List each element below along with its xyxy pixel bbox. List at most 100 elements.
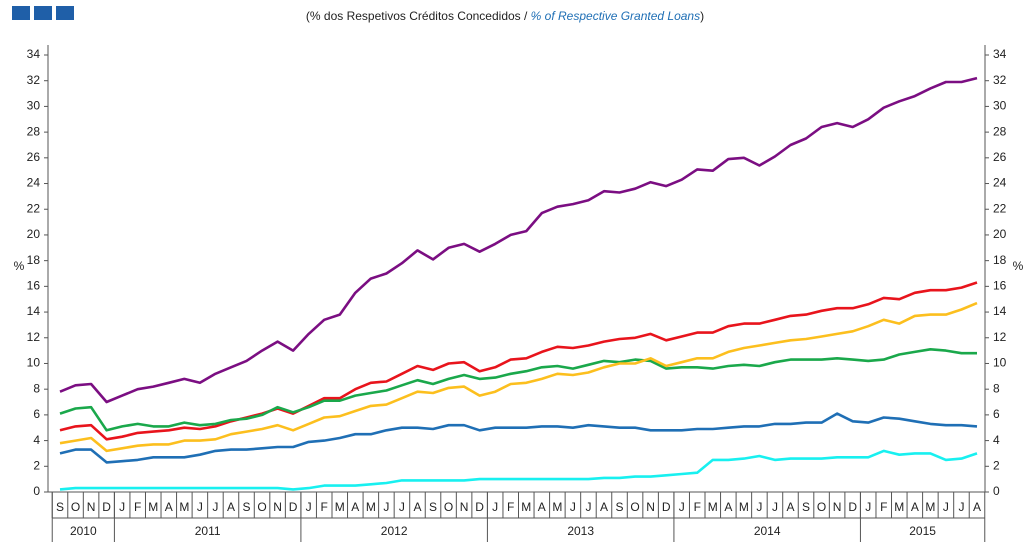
- x-tick-label: M: [552, 500, 562, 514]
- x-tick-label: J: [383, 500, 389, 514]
- y-tick-label: 12: [27, 330, 41, 344]
- x-tick-label: J: [197, 500, 203, 514]
- x-tick-label: M: [179, 500, 189, 514]
- y-tick-label: 16: [27, 279, 41, 293]
- y-tick-label: 0: [33, 484, 40, 498]
- x-tick-label: M: [894, 500, 904, 514]
- year-label: 2014: [754, 524, 781, 538]
- y2-tick-label: 12: [993, 330, 1007, 344]
- y-tick-label: 8: [33, 381, 40, 395]
- y2-tick-label: 4: [993, 433, 1000, 447]
- y-tick-label: 32: [27, 73, 41, 87]
- subtitle-close: ): [700, 9, 704, 23]
- logo-block: [56, 6, 74, 20]
- x-tick-label: J: [492, 500, 498, 514]
- series-line: [59, 412, 978, 464]
- y-tick-label: 30: [27, 99, 41, 113]
- y2-tick-label: 16: [993, 279, 1007, 293]
- x-tick-label: S: [56, 500, 64, 514]
- y-tick-label: 14: [27, 304, 41, 318]
- x-tick-label: A: [165, 500, 173, 514]
- y2-tick-label: 6: [993, 407, 1000, 421]
- x-tick-label: S: [616, 500, 624, 514]
- year-label: 2012: [381, 524, 408, 538]
- x-tick-label: A: [786, 500, 794, 514]
- series-line: [59, 76, 978, 404]
- y2-tick-label: 28: [993, 124, 1007, 138]
- x-tick-label: J: [943, 500, 949, 514]
- year-label: 2015: [909, 524, 936, 538]
- x-tick-label: F: [880, 500, 887, 514]
- subtitle-en: % of Respective Granted Loans: [531, 9, 700, 23]
- subtitle-pt: (% dos Respetivos Créditos Concedidos /: [306, 9, 528, 23]
- logo-block: [12, 6, 30, 20]
- y-tick-label: 18: [27, 253, 41, 267]
- y-tick-label: 24: [27, 176, 41, 190]
- x-tick-label: A: [227, 500, 235, 514]
- y2-tick-label: 22: [993, 201, 1007, 215]
- x-tick-label: J: [958, 500, 964, 514]
- y-tick-label: 34: [27, 47, 41, 61]
- x-tick-label: M: [925, 500, 935, 514]
- x-tick-label: O: [817, 500, 826, 514]
- series-line: [59, 301, 978, 453]
- x-tick-label: J: [212, 500, 218, 514]
- year-label: 2010: [70, 524, 97, 538]
- x-tick-label: M: [366, 500, 376, 514]
- y2-tick-label: 10: [993, 356, 1007, 370]
- x-tick-label: J: [399, 500, 405, 514]
- y2-tick-label: 26: [993, 150, 1007, 164]
- y-tick-label: 6: [33, 407, 40, 421]
- y2-tick-label: 24: [993, 176, 1007, 190]
- x-tick-label: N: [646, 500, 655, 514]
- series-line: [59, 348, 977, 432]
- x-tick-label: N: [460, 500, 469, 514]
- year-label: 2011: [195, 524, 221, 538]
- x-tick-label: A: [351, 500, 359, 514]
- x-tick-label: M: [708, 500, 718, 514]
- y2-tick-label: 20: [993, 227, 1007, 241]
- x-tick-label: J: [119, 500, 125, 514]
- y2-tick-label: 2: [993, 458, 1000, 472]
- series-line: [59, 449, 978, 491]
- x-tick-label: O: [257, 500, 266, 514]
- x-tick-label: J: [570, 500, 576, 514]
- x-tick-label: J: [772, 500, 778, 514]
- x-tick-label: F: [507, 500, 514, 514]
- x-tick-label: N: [87, 500, 96, 514]
- x-tick-label: F: [134, 500, 141, 514]
- y-tick-label: 22: [27, 201, 41, 215]
- y-tick-label: 10: [27, 356, 41, 370]
- x-tick-label: D: [289, 500, 298, 514]
- x-tick-label: M: [521, 500, 531, 514]
- x-tick-label: D: [848, 500, 857, 514]
- y2-tick-label: 30: [993, 99, 1007, 113]
- chart-subtitle: (% dos Respetivos Créditos Concedidos / …: [306, 9, 704, 23]
- y-tick-label: 2: [33, 458, 40, 472]
- series-line: [59, 281, 978, 441]
- x-tick-label: N: [833, 500, 842, 514]
- y-tick-label: 4: [33, 433, 40, 447]
- x-tick-label: A: [413, 500, 421, 514]
- y2-tick-label: 8: [993, 381, 1000, 395]
- y2-tick-label: 18: [993, 253, 1007, 267]
- logo-block: [34, 6, 52, 20]
- y2-tick-label: 34: [993, 47, 1007, 61]
- y-tick-label: 20: [27, 227, 41, 241]
- y-tick-label: 28: [27, 124, 41, 138]
- x-tick-label: S: [429, 500, 437, 514]
- x-tick-label: M: [739, 500, 749, 514]
- x-tick-label: D: [475, 500, 484, 514]
- x-tick-label: J: [585, 500, 591, 514]
- y-axis-label: %: [14, 259, 25, 273]
- y-tick-label: 26: [27, 150, 41, 164]
- x-tick-label: O: [630, 500, 639, 514]
- x-tick-label: J: [306, 500, 312, 514]
- y2-tick-label: 14: [993, 304, 1007, 318]
- x-tick-label: A: [973, 500, 981, 514]
- x-tick-label: O: [444, 500, 453, 514]
- x-tick-label: D: [102, 500, 111, 514]
- x-tick-label: O: [71, 500, 80, 514]
- y2-axis-label: %: [1013, 259, 1024, 273]
